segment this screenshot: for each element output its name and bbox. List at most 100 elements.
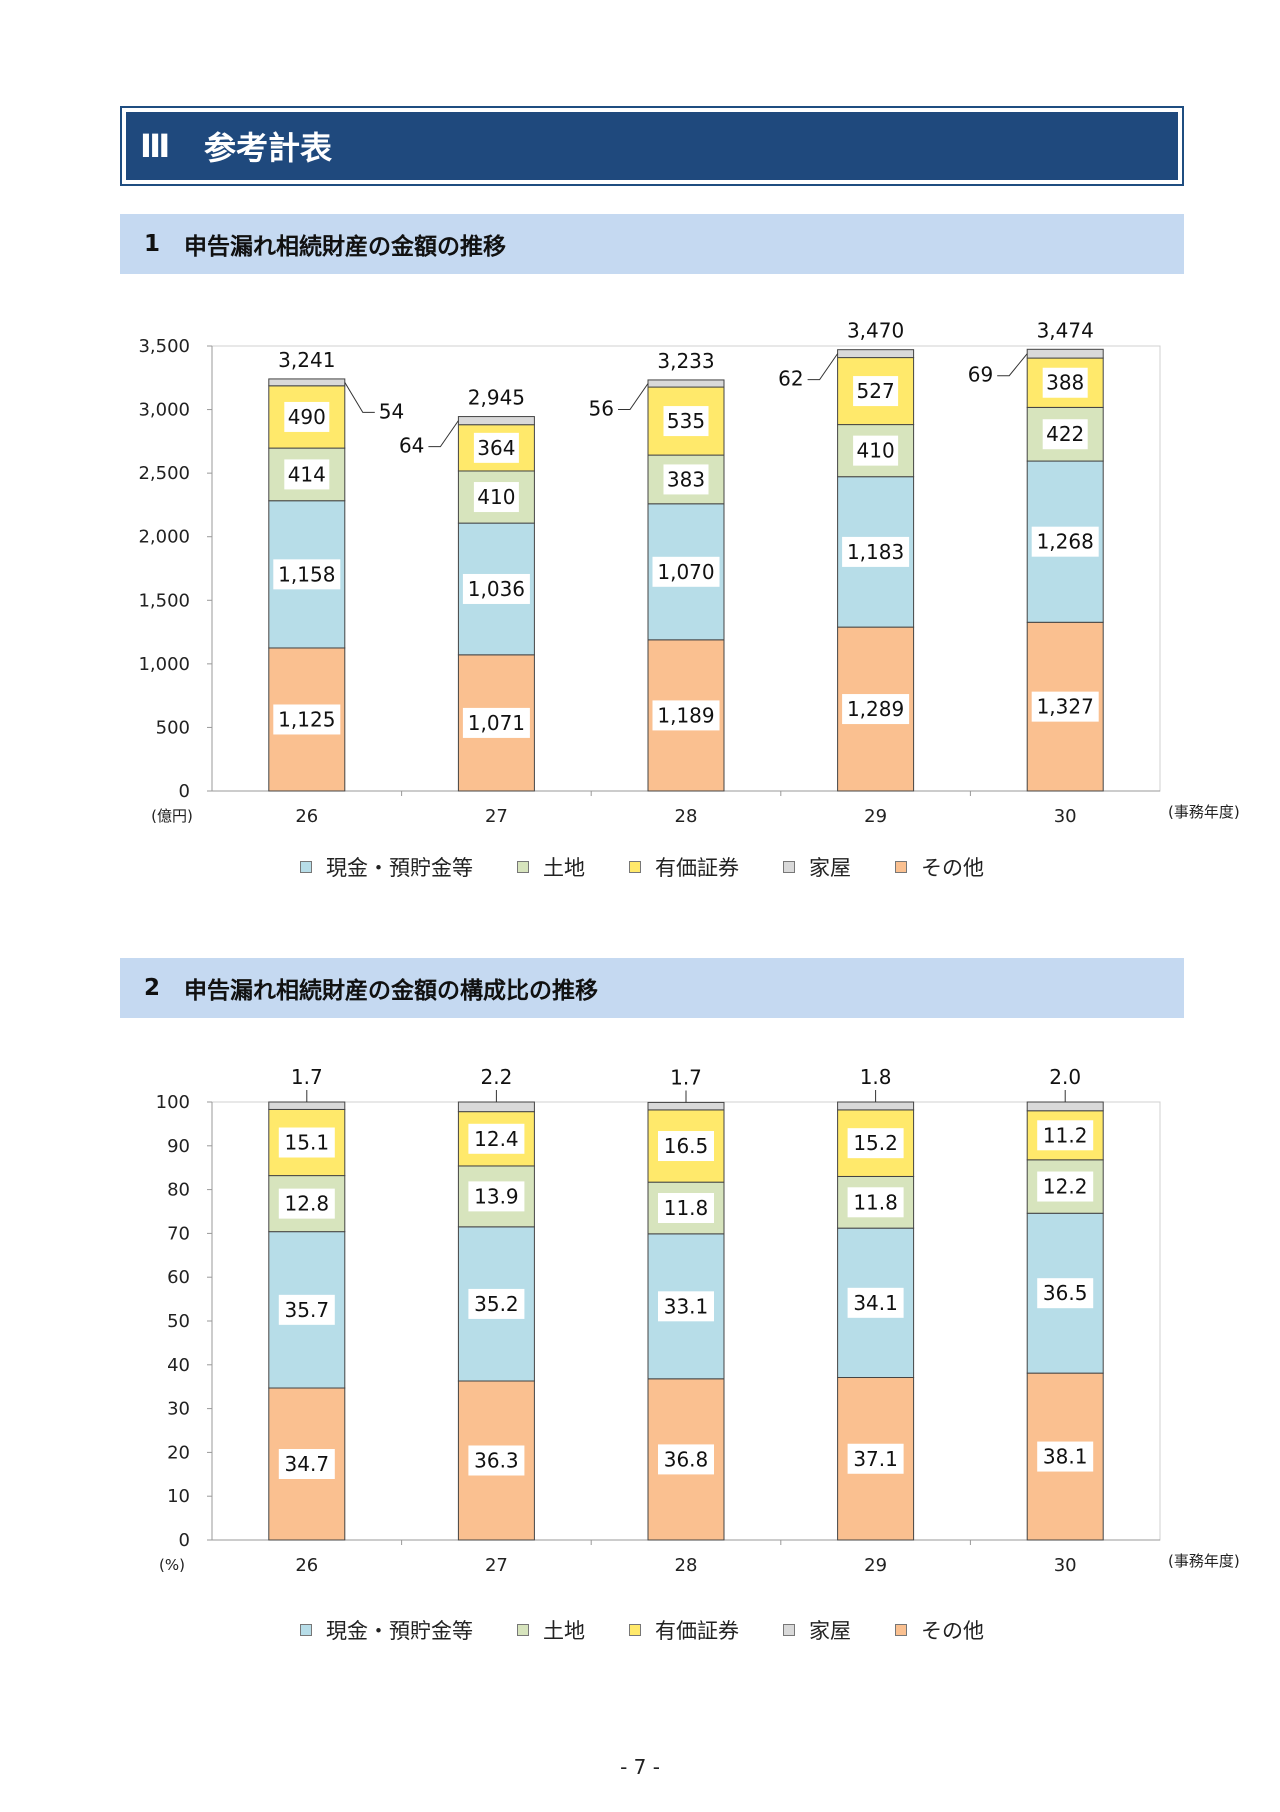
amount-chart-legend-label: 有価証券 bbox=[655, 856, 739, 880]
ratio-chart-data-label: 34.7 bbox=[285, 1452, 330, 1476]
amount-chart-data-label-bg bbox=[652, 700, 720, 731]
amount-chart-x-tick-label: 26 bbox=[295, 806, 318, 827]
ratio-chart-data-label-bg bbox=[278, 1449, 335, 1480]
ratio-chart-data-label-bg bbox=[658, 1291, 714, 1322]
amount-chart-data-label-bg bbox=[842, 536, 910, 567]
section-2-title: 申告漏れ相続財産の金額の構成比の推移 bbox=[184, 978, 598, 1004]
ratio-chart-legend-swatch bbox=[300, 1624, 312, 1636]
amount-chart-leader-line bbox=[997, 353, 1028, 377]
amount-chart-data-label-bg bbox=[663, 464, 709, 495]
ratio-chart-data-label-bg bbox=[658, 1131, 714, 1162]
ratio-chart-data-label: 12.4 bbox=[474, 1127, 519, 1151]
ratio-chart-data-label: 38.1 bbox=[1043, 1445, 1088, 1469]
amount-chart-legend-label: 土地 bbox=[543, 856, 585, 880]
ratio-chart-y-tick-label: 20 bbox=[167, 1442, 190, 1463]
ratio-chart-legend-label: 土地 bbox=[543, 1619, 585, 1643]
amount-chart-data-label-bg bbox=[462, 707, 530, 738]
ratio-chart-data-label-bg bbox=[1037, 1120, 1094, 1151]
ratio-chart-data-label: 36.3 bbox=[474, 1449, 519, 1473]
ratio-chart-y-tick-label: 50 bbox=[167, 1311, 190, 1332]
ratio-chart-data-label: 12.2 bbox=[1043, 1175, 1088, 1199]
ratio-chart-legend-item: 家屋 bbox=[783, 1615, 851, 1645]
ratio-chart-data-label: 16.5 bbox=[664, 1134, 709, 1158]
amount-chart-legend: 現金・預貯金等 土地 有価証券 家屋 その他 bbox=[300, 852, 1060, 882]
amount-chart-data-label: 422 bbox=[1046, 422, 1084, 446]
amount-chart-x-tick-label: 28 bbox=[675, 806, 698, 827]
amount-chart-data-label: 388 bbox=[1046, 371, 1084, 395]
amount-chart-data-label-bg bbox=[663, 406, 709, 437]
ratio-chart-legend-swatch bbox=[895, 1624, 907, 1636]
ratio-chart-y-tick-label: 80 bbox=[167, 1180, 190, 1201]
ratio-chart-data-label-bg bbox=[468, 1288, 525, 1319]
ratio-chart-data-label-bg bbox=[278, 1294, 335, 1325]
amount-chart-data-label: 410 bbox=[477, 485, 515, 509]
ratio-chart-x-unit: (事務年度) bbox=[1168, 1552, 1240, 1570]
ratio-chart-data-label: 33.1 bbox=[664, 1294, 709, 1318]
amount-chart-bar-segment bbox=[1026, 348, 1104, 359]
amount-chart-total-label: 3,233 bbox=[657, 349, 714, 373]
ratio-chart-legend-item: 現金・預貯金等 bbox=[300, 1615, 473, 1645]
banner-title: 参考計表 bbox=[204, 129, 333, 167]
amount-chart-data-label: 62 bbox=[778, 367, 803, 391]
amount-chart-leader-line bbox=[428, 420, 459, 448]
amount-chart-y-tick-label: 1,500 bbox=[138, 590, 190, 611]
ratio-chart-data-label: 11.8 bbox=[664, 1196, 709, 1220]
section-2-heading: 2 申告漏れ相続財産の金額の構成比の推移 bbox=[120, 958, 1184, 1018]
ratio-chart-data-label-bg bbox=[468, 1445, 525, 1476]
ratio-chart-y-tick-label: 40 bbox=[167, 1355, 190, 1376]
amount-chart-data-label: 1,036 bbox=[468, 577, 525, 601]
ratio-chart-legend-label: 有価証券 bbox=[655, 1619, 739, 1643]
amount-chart: 0 500 1,000 1,500 2,000 2,500 3,000 3,500 (億円) 26… bbox=[120, 310, 1239, 830]
ratio-chart-legend-item: 土地 bbox=[517, 1615, 585, 1645]
ratio-chart-data-label-bg bbox=[847, 1187, 904, 1218]
ratio-chart-data-label: 37.1 bbox=[853, 1447, 898, 1471]
amount-chart-data-label-bg bbox=[853, 376, 899, 407]
amount-chart-data-label-bg bbox=[842, 694, 910, 725]
ratio-chart-y-tick-label: 0 bbox=[179, 1530, 190, 1551]
amount-chart-data-label: 1,183 bbox=[847, 540, 904, 564]
ratio-chart-data-label-bg bbox=[278, 1188, 335, 1219]
ratio-chart-data-label-bg bbox=[847, 1128, 904, 1159]
section-1-number: 1 bbox=[144, 231, 161, 257]
amount-chart-data-label-bg bbox=[473, 432, 519, 463]
ratio-chart-legend-item: その他 bbox=[895, 1615, 984, 1645]
amount-chart-total-label: 3,474 bbox=[1037, 318, 1094, 342]
amount-chart-legend-label: その他 bbox=[921, 856, 984, 880]
amount-chart-legend-item: その他 bbox=[895, 852, 984, 882]
amount-chart-total-label: 3,470 bbox=[847, 319, 904, 343]
amount-chart-data-label: 535 bbox=[667, 409, 705, 433]
ratio-chart-bar-segment bbox=[457, 1101, 535, 1113]
ratio-chart-data-label: 35.2 bbox=[474, 1292, 519, 1316]
amount-chart-data-label-bg bbox=[462, 573, 530, 604]
amount-chart-y-tick-label: 1,000 bbox=[138, 654, 190, 675]
ratio-chart-data-label: 15.1 bbox=[285, 1131, 330, 1155]
ratio-chart-data-label: 35.7 bbox=[285, 1298, 330, 1322]
ratio-chart-data-label-bg bbox=[1037, 1171, 1094, 1202]
ratio-chart-data-label-bg bbox=[468, 1181, 525, 1212]
amount-chart-svg: 0 500 1,000 1,500 2,000 2,500 3,000 3,500 (億円) 26… bbox=[138, 318, 1239, 827]
ratio-chart-data-label-bg bbox=[658, 1192, 714, 1223]
ratio-chart-bar-segment bbox=[837, 1101, 915, 1111]
amount-chart-data-label: 54 bbox=[379, 399, 404, 423]
ratio-chart-legend: 現金・預貯金等 土地 有価証券 家屋 その他 bbox=[300, 1615, 1060, 1645]
amount-chart-legend-swatch bbox=[517, 861, 529, 873]
amount-chart-data-label: 527 bbox=[857, 379, 895, 403]
section-banner: Ⅲ 参考計表 bbox=[120, 106, 1184, 186]
ratio-chart-y-tick-label: 30 bbox=[167, 1399, 190, 1420]
ratio-chart-y-tick-label: 100 bbox=[156, 1092, 190, 1113]
ratio-chart-legend-label: 家屋 bbox=[809, 1619, 851, 1643]
amount-chart-legend-swatch bbox=[629, 861, 641, 873]
ratio-chart-data-label: 15.2 bbox=[853, 1131, 898, 1155]
ratio-chart-y-tick-label: 60 bbox=[167, 1267, 190, 1288]
ratio-chart-data-label: 2.0 bbox=[1049, 1065, 1081, 1089]
amount-chart-data-label-bg bbox=[284, 401, 330, 432]
ratio-chart-x-tick-label: 29 bbox=[864, 1555, 887, 1576]
amount-chart-data-label: 1,327 bbox=[1037, 695, 1094, 719]
ratio-chart-data-label-bg bbox=[278, 1127, 335, 1158]
amount-chart-data-label-bg bbox=[652, 556, 720, 587]
amount-chart-legend-item: 家屋 bbox=[783, 852, 851, 882]
section-banner-inner: Ⅲ 参考計表 bbox=[126, 112, 1178, 180]
amount-chart-legend-swatch bbox=[783, 861, 795, 873]
amount-chart-data-label-bg bbox=[273, 559, 341, 590]
ratio-chart-data-label: 11.2 bbox=[1043, 1123, 1088, 1147]
